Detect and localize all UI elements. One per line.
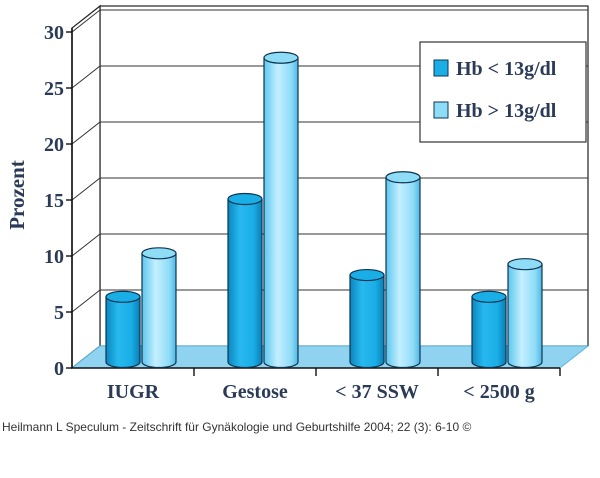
bar-body [349,274,385,369]
gridline-side [71,9,101,33]
bar-top [507,258,543,271]
gridline-side [71,289,101,313]
bar [349,268,385,369]
x-tick-label: < 37 SSW [335,381,419,403]
gridline-side [71,121,101,145]
legend-swatch [433,101,449,119]
gridline-side [71,65,101,89]
bar-top [385,171,421,184]
bar [507,258,543,369]
y-tick-label: 25 [44,78,64,100]
bar-body [471,296,507,369]
legend-box [419,41,587,143]
bar [471,290,507,369]
bar-body [385,176,421,369]
bar-body [105,296,141,369]
x-tick-label: Gestose [222,381,288,403]
bar-top [263,51,299,64]
x-tick-label: < 2500 g [463,381,534,403]
y-tick-label: 5 [54,302,64,324]
bar-body [141,252,177,369]
bar-top [349,268,385,282]
bar-top [141,247,177,260]
legend-label: Hb < 13g/dl [456,58,557,80]
x-tick-label: IUGR [107,381,160,403]
y-tick-label: 0 [54,358,64,380]
gridline-side [71,177,101,201]
bar-top [227,192,263,206]
plot-side-wall [71,4,101,370]
bar-body [227,198,263,369]
bar [227,192,263,369]
bar-body [507,263,543,369]
y-tick-label: 15 [44,190,64,212]
bar-body [263,57,299,369]
gridline-side [71,233,101,257]
y-tick-label: 10 [44,246,64,268]
bar-top [105,290,141,303]
legend-label: Hb > 13g/dl [456,100,557,122]
y-tick-label: 30 [44,22,64,44]
y-tick-label: 20 [44,134,64,156]
bar [141,247,177,369]
y-axis-label: Prozent [5,160,29,230]
bar [263,51,299,369]
bar-chart: 0 5 10 15 20 25 30 IUGR Gestose < 37 SSW < 2500 g P… [5,4,590,403]
bar [105,290,141,369]
bar-top [471,290,507,303]
bar [385,171,421,369]
source-caption: Heilmann L Speculum - Zeitschrift für Gy… [2,420,472,434]
legend-swatch [433,59,449,77]
